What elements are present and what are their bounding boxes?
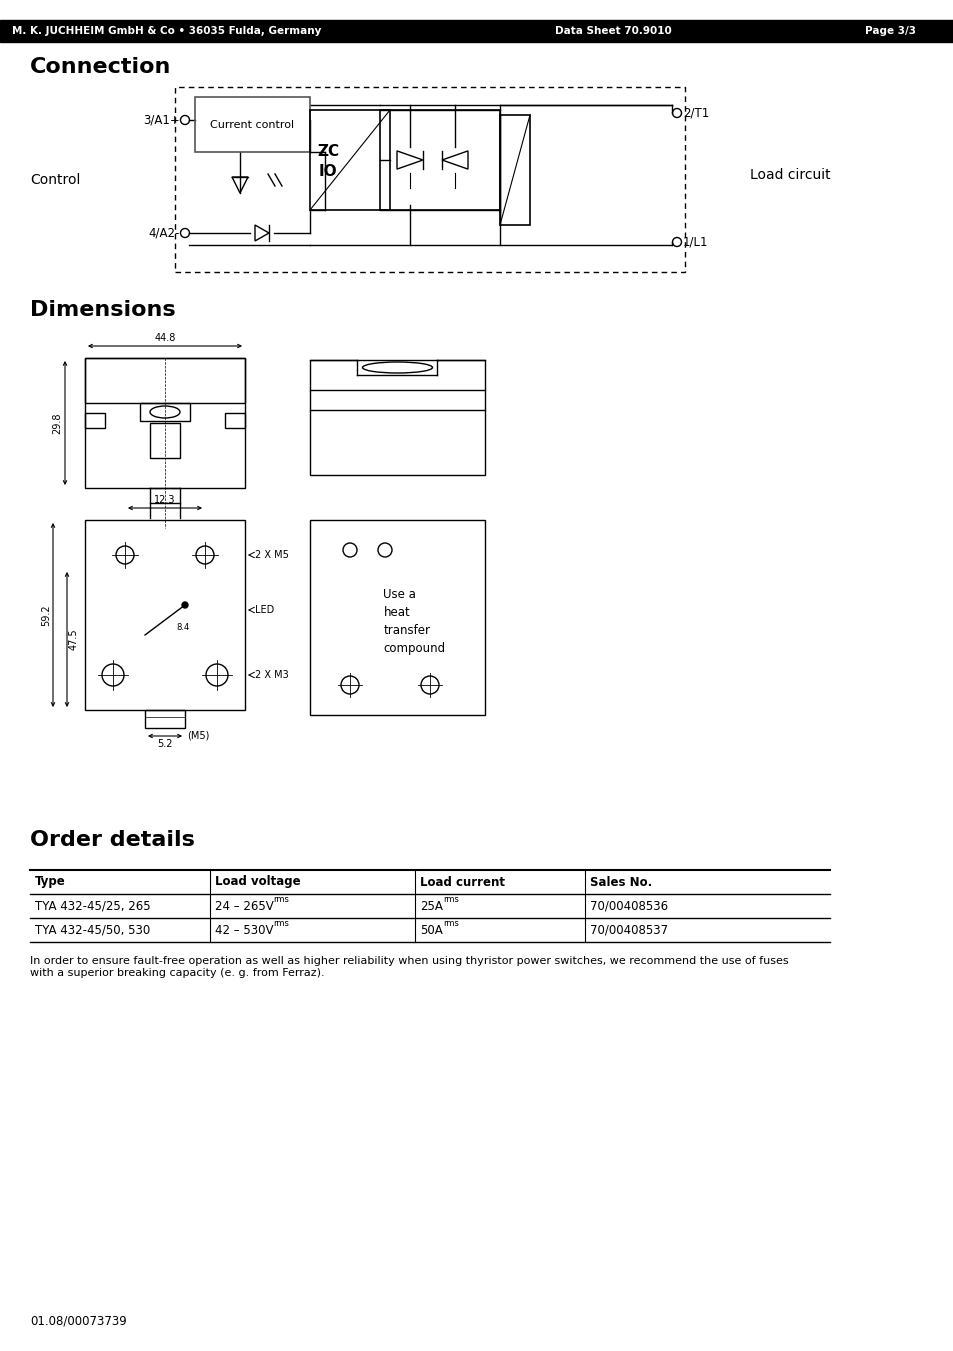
Text: 24 – 265V: 24 – 265V: [214, 900, 274, 912]
Bar: [310, 359, 484, 476]
Text: TYA 432-45/25, 265: TYA 432-45/25, 265: [35, 900, 151, 912]
Text: 5.2: 5.2: [157, 739, 172, 748]
Text: Load circuit: Load circuit: [749, 168, 830, 182]
Bar: [225, 413, 245, 428]
Text: Load current: Load current: [419, 875, 504, 889]
Bar: [174, 86, 684, 272]
Text: M. K. JUCHHEIM GmbH & Co • 36035 Fulda, Germany: M. K. JUCHHEIM GmbH & Co • 36035 Fulda, …: [12, 26, 321, 36]
Bar: [85, 358, 245, 488]
Text: Type: Type: [35, 875, 66, 889]
Bar: [140, 403, 190, 422]
Text: Dimensions: Dimensions: [30, 300, 175, 320]
Text: 3/A1+: 3/A1+: [143, 113, 180, 127]
Text: rms: rms: [442, 919, 458, 928]
Text: 2 X M5: 2 X M5: [254, 550, 289, 561]
Text: 70/00408537: 70/00408537: [589, 924, 667, 936]
Text: LED: LED: [254, 605, 274, 615]
Text: 59.2: 59.2: [41, 604, 51, 626]
Text: Current control: Current control: [211, 119, 294, 130]
Text: Order details: Order details: [30, 830, 194, 850]
Text: 2 X M3: 2 X M3: [254, 670, 289, 680]
Text: Sales No.: Sales No.: [589, 875, 652, 889]
Text: 29.8: 29.8: [52, 412, 62, 434]
Bar: [145, 711, 185, 728]
Text: Control: Control: [30, 173, 80, 186]
Text: rms: rms: [273, 894, 289, 904]
Text: 70/00408536: 70/00408536: [589, 900, 667, 912]
Text: 4/A2-: 4/A2-: [149, 227, 180, 239]
Bar: [85, 413, 105, 428]
Text: Data Sheet 70.9010: Data Sheet 70.9010: [555, 26, 671, 36]
Bar: [194, 97, 310, 153]
Text: 1/L1: 1/L1: [682, 235, 708, 249]
Bar: [310, 109, 390, 209]
Bar: [310, 520, 484, 715]
Text: Use a
heat
transfer
compound: Use a heat transfer compound: [383, 588, 445, 655]
Text: 01.08/00073739: 01.08/00073739: [30, 1315, 127, 1328]
Text: Load voltage: Load voltage: [214, 875, 300, 889]
Text: 42 – 530V: 42 – 530V: [214, 924, 274, 936]
Bar: [0, 20, 953, 42]
Text: (M5): (M5): [187, 731, 209, 740]
Text: 25A: 25A: [419, 900, 442, 912]
Circle shape: [182, 603, 188, 608]
Text: Page 3/3: Page 3/3: [864, 26, 915, 36]
Text: 50A: 50A: [419, 924, 442, 936]
Text: IO: IO: [318, 165, 337, 180]
Text: ZC: ZC: [316, 145, 338, 159]
Text: In order to ensure fault-free operation as well as higher reliability when using: In order to ensure fault-free operation …: [30, 957, 788, 978]
Bar: [85, 520, 245, 711]
Text: TYA 432-45/50, 530: TYA 432-45/50, 530: [35, 924, 150, 936]
Text: rms: rms: [273, 919, 289, 928]
Bar: [379, 109, 499, 209]
Text: 44.8: 44.8: [154, 332, 175, 343]
Text: rms: rms: [442, 894, 458, 904]
Text: 12.3: 12.3: [154, 494, 175, 505]
Text: 8.4: 8.4: [176, 624, 190, 632]
Bar: [85, 358, 245, 403]
Bar: [499, 115, 530, 226]
Text: Connection: Connection: [30, 57, 172, 77]
Text: 47.5: 47.5: [69, 628, 79, 650]
Text: 2/T1: 2/T1: [682, 107, 708, 119]
Bar: [150, 423, 180, 458]
